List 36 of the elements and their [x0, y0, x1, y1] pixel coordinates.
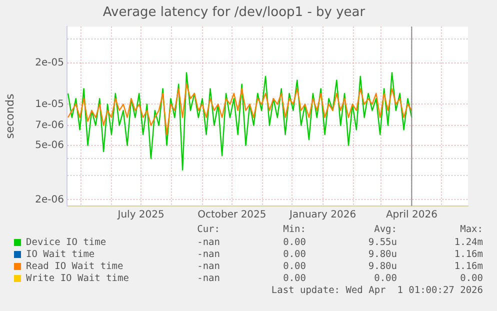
text: 1.16m — [454, 249, 483, 260]
legend-label: IO Wait time — [26, 249, 95, 260]
text: -nan — [197, 237, 220, 248]
x-tick-label: July 2025 — [116, 210, 164, 221]
y-axis-title: seconds — [3, 94, 16, 139]
chart-title: Average latency for /dev/loop1 - by year — [102, 5, 366, 20]
text: 0.00 — [283, 237, 306, 248]
text: -nan — [197, 273, 220, 284]
legend-label: Write IO Wait time — [26, 273, 129, 284]
text: 9.55u — [368, 237, 397, 248]
text: Min: — [283, 224, 306, 235]
text: Last update: Wed Apr 1 01:00:27 2026 — [271, 285, 483, 296]
y-tick-label: 5e-06 — [35, 140, 64, 151]
text: 9.80u — [368, 249, 397, 260]
x-tick-label: October 2025 — [198, 210, 266, 221]
text: 0.00 — [374, 273, 397, 284]
text: -nan — [197, 261, 220, 272]
text: -nan — [197, 249, 220, 260]
y-tick-label: 1e-05 — [35, 98, 64, 110]
text: Cur: — [197, 224, 220, 235]
text: 9.80u — [368, 261, 397, 272]
text: 0.00 — [460, 273, 483, 284]
text: 0.00 — [283, 249, 306, 260]
text: Avg: — [374, 224, 397, 235]
x-tick-label: April 2026 — [386, 210, 438, 221]
x-tick-label: January 2026 — [288, 210, 356, 221]
text: 0.00 — [283, 273, 306, 284]
text: 0.00 — [283, 261, 306, 272]
y-tick-label: 2e-06 — [35, 194, 64, 206]
legend-label: Device IO time — [26, 237, 106, 248]
legend-label: Read IO Wait time — [26, 261, 124, 272]
y-tick-label: 2e-05 — [35, 58, 64, 69]
text: Max: — [460, 224, 483, 235]
text: 1.24m — [454, 237, 483, 248]
text: 1.16m — [454, 261, 483, 272]
y-tick-label: 7e-06 — [35, 120, 64, 131]
